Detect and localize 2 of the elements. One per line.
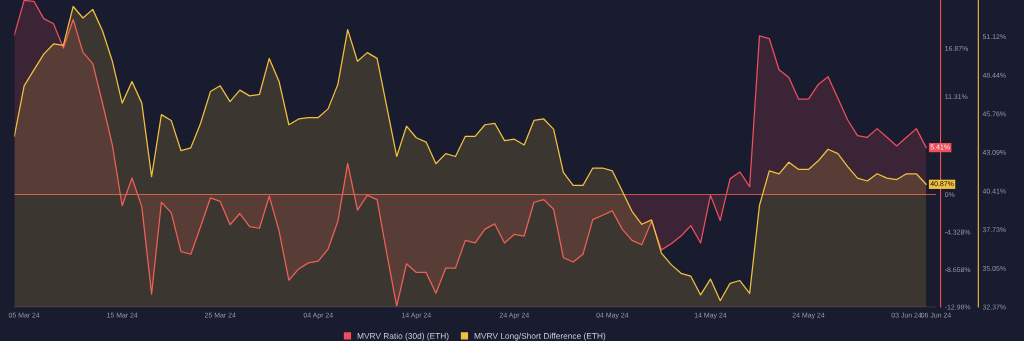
legend-label: MVRV Ratio (30d) (ETH) [357,332,449,341]
legend-label: MVRV Long/Short Difference (ETH) [474,332,606,341]
